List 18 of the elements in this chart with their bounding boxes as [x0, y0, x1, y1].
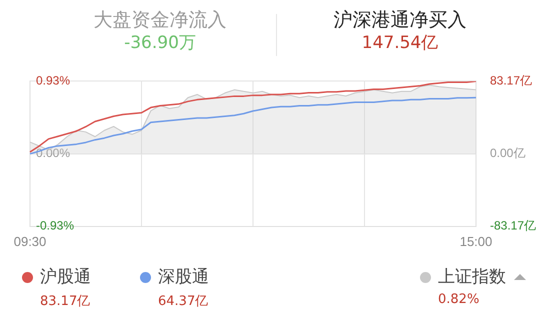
legend-label: 深股通	[158, 266, 209, 288]
y-tick-label: 0.00%	[36, 146, 70, 160]
text: 83.17亿	[40, 293, 91, 310]
legend-label: 上证指数	[438, 266, 506, 288]
legend-label: 沪股通	[40, 266, 91, 288]
x-tick-label: 15:00	[460, 234, 492, 249]
y-tick-label: -0.93%	[36, 218, 74, 233]
x-tick-label: 09:30	[14, 234, 46, 249]
chart-subtitle: 147.54亿	[360, 32, 440, 54]
text: 大盘资金净流入	[92, 8, 228, 32]
y-tick-label: 0.93%	[36, 74, 70, 88]
y2-tick-label: 83.17亿	[490, 74, 532, 88]
text: 64.37亿	[158, 293, 209, 310]
chart-title: 沪深港通净买入	[332, 8, 468, 32]
y2-tick-label: -83.17亿	[490, 218, 536, 233]
text: 0.82%	[438, 292, 480, 307]
y2-tick-label: 0.00亿	[490, 146, 526, 160]
text: -36.90万	[123, 32, 197, 54]
